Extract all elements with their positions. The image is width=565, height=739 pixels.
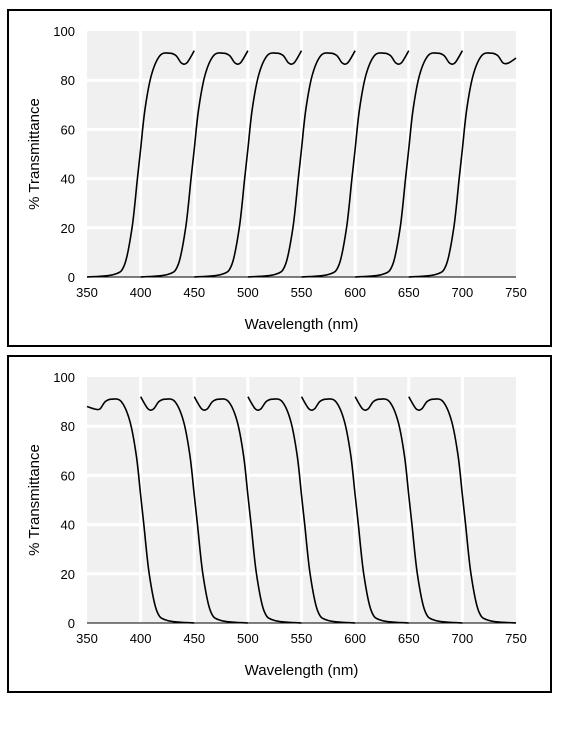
- series-line-6: [354, 396, 463, 624]
- x-tick-label: 400: [130, 631, 152, 646]
- y-tick-label: 80: [61, 73, 75, 88]
- series-line-5: [300, 396, 409, 624]
- y-tick-label: 40: [61, 172, 75, 187]
- y-tick-label: 60: [61, 468, 75, 483]
- x-tick-label: 650: [398, 285, 420, 300]
- x-tick-label: 750: [505, 285, 527, 300]
- series-line-7: [408, 396, 517, 624]
- x-tick-label: 700: [452, 285, 474, 300]
- y-tick-label: 0: [68, 270, 75, 285]
- x-tick-label: 500: [237, 285, 259, 300]
- y-tick-label: 20: [61, 567, 75, 582]
- x-tick-label: 600: [344, 285, 366, 300]
- x-tick-label: 450: [183, 631, 205, 646]
- series-line-2: [140, 50, 249, 278]
- x-tick-label: 550: [291, 285, 313, 300]
- longpass-chart-panel: 350 400 450 500 550 600 650 700 750 0 20 40 60 80 100 W…: [7, 9, 552, 347]
- y-tick-label: 100: [53, 370, 75, 385]
- x-tick-label: 750: [505, 631, 527, 646]
- x-tick-label: 600: [344, 631, 366, 646]
- y-tick-label: 100: [53, 24, 75, 39]
- series-line-7: [408, 52, 517, 278]
- y-tick-label: 40: [61, 518, 75, 533]
- series-line-1: [86, 50, 195, 278]
- x-axis-title: Wavelength (nm): [245, 316, 359, 333]
- y-tick-label: 80: [61, 419, 75, 434]
- longpass-chart: 350 400 450 500 550 600 650 700 750 0 20 40 60 80 100 W…: [26, 24, 527, 333]
- series-line-4: [247, 396, 356, 624]
- y-axis-title: % Transmittance: [26, 444, 43, 556]
- series-line-3: [193, 396, 302, 624]
- x-tick-label: 350: [76, 285, 98, 300]
- series-line-4: [247, 50, 356, 278]
- series-line-3: [194, 50, 303, 278]
- shortpass-chart: 350 400 450 500 550 600 650 700 750 0 20 40 60 80 100 W…: [26, 370, 527, 679]
- x-tick-label: 350: [76, 631, 98, 646]
- y-tick-label: 20: [61, 221, 75, 236]
- shortpass-chart-panel: 350 400 450 500 550 600 650 700 750 0 20 40 60 80 100 W…: [7, 355, 552, 693]
- x-axis-title: Wavelength (nm): [245, 662, 359, 679]
- x-tick-label: 700: [452, 631, 474, 646]
- series-line-2: [139, 396, 248, 624]
- series-line-5: [301, 50, 410, 278]
- x-tick-label: 450: [183, 285, 205, 300]
- y-tick-label: 60: [61, 122, 75, 137]
- x-tick-label: 500: [237, 631, 259, 646]
- x-tick-label: 400: [130, 285, 152, 300]
- series-line-6: [355, 50, 464, 278]
- y-tick-label: 0: [68, 616, 75, 631]
- y-axis-title: % Transmittance: [26, 98, 43, 210]
- x-tick-label: 550: [291, 631, 313, 646]
- series-line-1: [86, 398, 195, 624]
- x-tick-label: 650: [398, 631, 420, 646]
